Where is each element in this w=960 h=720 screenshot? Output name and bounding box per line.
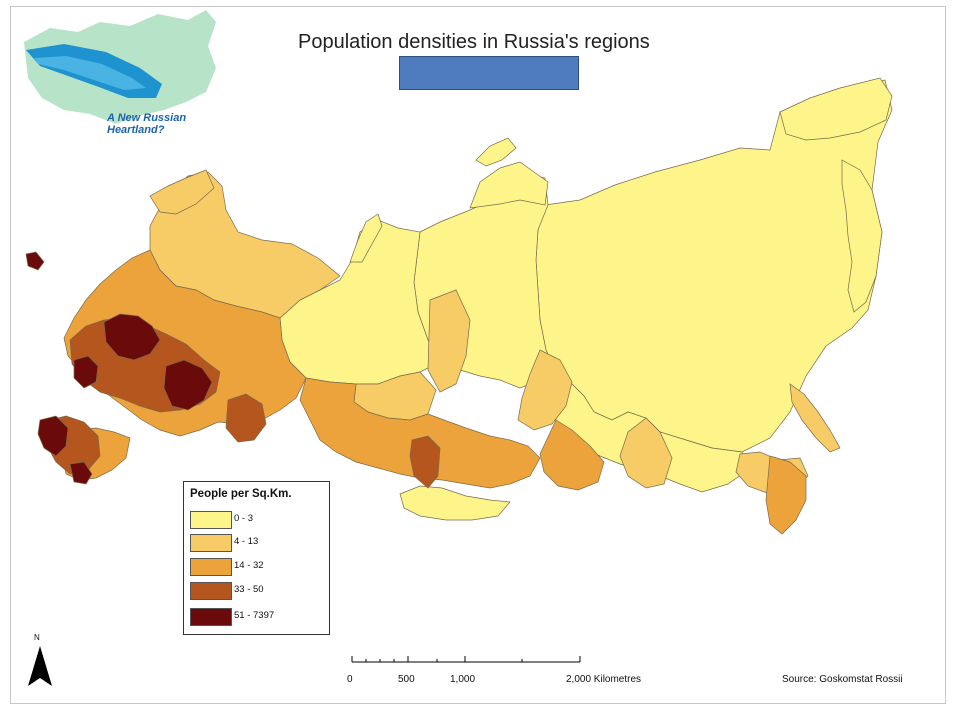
logo-text-line1: A New Russian (107, 112, 187, 124)
logo-text-line2: Heartland? (107, 124, 165, 136)
region-bashkortostan (225, 393, 267, 443)
region-amur (619, 417, 673, 489)
region-south-siberia (299, 377, 541, 489)
legend-swatch (190, 511, 232, 529)
region-kamchatka (841, 159, 883, 313)
north-label: N (34, 633, 40, 642)
scale-tick-label: 0 (347, 674, 353, 685)
region-belgorod (73, 355, 99, 389)
legend-row: 14 - 32 (184, 558, 329, 576)
region-tatarstan (163, 359, 213, 411)
legend-label: 14 - 32 (234, 560, 264, 571)
legend-swatch (190, 582, 232, 600)
region-kola (149, 169, 215, 215)
legend-label: 4 - 13 (234, 536, 259, 547)
region-krasnoyarsk-south (427, 289, 471, 393)
source-credit: Source: Goskomstat Rossii (782, 674, 903, 685)
region-kemerovo (409, 435, 441, 489)
region-novaya-zemlya (349, 213, 383, 263)
region-buryatia (539, 419, 605, 491)
heartland-logo (24, 10, 216, 124)
legend-label: 0 - 3 (234, 513, 254, 524)
legend-label: 51 - 7397 (234, 610, 275, 621)
region-khabarovsk (765, 455, 807, 535)
legend-swatch (190, 608, 232, 626)
map-legend: People per Sq.Km. 0 - 3 4 - 13 14 - 32 3… (183, 481, 330, 635)
region-moscow (103, 313, 161, 361)
legend-swatch (190, 558, 232, 576)
legend-label: 33 - 50 (234, 584, 264, 595)
legend-row: 4 - 13 (184, 534, 329, 552)
blue-placeholder-box (399, 56, 579, 90)
legend-row: 33 - 50 (184, 582, 329, 600)
region-krasnodar (37, 415, 69, 457)
region-chechnya (69, 461, 93, 485)
region-chukotka (779, 77, 893, 141)
north-arrow-icon (28, 646, 52, 686)
scale-tick-label: 2,000 Kilometres (566, 674, 642, 685)
legend-row: 0 - 3 (184, 511, 329, 529)
region-taimyr (469, 161, 549, 209)
region-severnaya-zemlya (475, 137, 517, 167)
map-title: Population densities in Russia's regions (298, 31, 650, 53)
scale-tick-label: 1,000 (450, 674, 476, 685)
legend-title: People per Sq.Km. (190, 488, 292, 500)
legend-swatch (190, 534, 232, 552)
region-kaliningrad (25, 251, 45, 271)
region-sakhalin (789, 383, 841, 453)
scale-tick-label: 500 (398, 674, 415, 685)
scale-bar (351, 656, 581, 663)
region-altai (399, 485, 511, 521)
region-irkutsk (517, 349, 573, 431)
legend-row: 51 - 7397 (184, 608, 329, 626)
